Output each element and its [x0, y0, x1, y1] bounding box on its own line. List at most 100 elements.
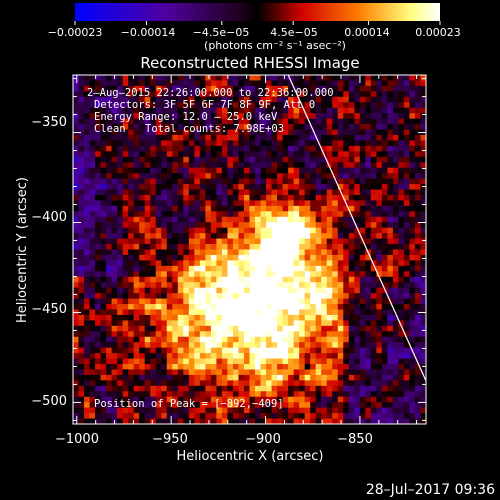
heatmap-pixel	[221, 336, 229, 343]
heatmap-pixel	[392, 244, 400, 251]
heatmap-pixel	[205, 194, 212, 202]
heatmap-pixel	[304, 233, 311, 240]
heatmap-pixel	[100, 396, 107, 403]
heatmap-pixel	[387, 304, 394, 311]
heatmap-pixel	[260, 276, 267, 283]
heatmap-pixel	[249, 260, 256, 267]
heatmap-pixel	[205, 167, 212, 174]
heatmap-pixel	[260, 342, 267, 349]
heatmap-pixel	[111, 325, 118, 332]
heatmap-pixel	[321, 129, 328, 136]
heatmap-pixel	[282, 385, 289, 392]
heatmap-pixel	[133, 353, 140, 360]
heatmap-pixel	[177, 75, 184, 82]
heatmap-pixel	[310, 418, 317, 424]
heatmap-pixel	[414, 145, 422, 152]
heatmap-pixel	[255, 407, 262, 414]
heatmap-pixel	[282, 85, 289, 92]
heatmap-pixel	[100, 358, 107, 365]
heatmap-pixel	[310, 287, 317, 294]
heatmap-pixel	[221, 75, 229, 82]
heatmap-pixel	[194, 391, 201, 398]
heatmap-pixel	[194, 385, 201, 392]
heatmap-pixel	[194, 167, 201, 174]
heatmap-pixel	[238, 369, 245, 376]
heatmap-pixel	[310, 113, 317, 120]
heatmap-pixel	[221, 244, 229, 251]
heatmap-pixel	[365, 265, 372, 272]
heatmap-pixel	[376, 418, 383, 424]
heatmap-pixel	[78, 331, 85, 338]
heatmap-pixel	[155, 194, 162, 202]
heatmap-pixel	[387, 222, 394, 229]
heatmap-pixel	[243, 96, 251, 103]
heatmap-pixel	[343, 336, 350, 343]
heatmap-pixel	[271, 145, 278, 152]
heatmap-pixel	[117, 293, 124, 300]
heatmap-pixel	[348, 156, 355, 163]
heatmap-pixel	[128, 91, 135, 98]
heatmap-pixel	[376, 287, 383, 294]
heatmap-pixel	[266, 140, 273, 147]
heatmap-pixel	[177, 380, 184, 387]
heatmap-pixel	[293, 156, 300, 163]
heatmap-pixel	[238, 85, 245, 92]
heatmap-pixel	[216, 413, 223, 420]
heatmap-pixel	[144, 254, 151, 261]
heatmap-pixel	[315, 336, 322, 343]
heatmap-pixel	[381, 407, 388, 414]
heatmap-pixel	[183, 205, 190, 212]
heatmap-pixel	[249, 402, 256, 409]
heatmap-pixel	[321, 118, 328, 125]
heatmap-pixel	[188, 293, 195, 300]
heatmap-pixel	[210, 134, 218, 142]
heatmap-pixel	[392, 407, 400, 414]
heatmap-pixel	[238, 156, 245, 163]
heatmap-pixel	[376, 167, 383, 174]
heatmap-pixel	[73, 304, 80, 311]
heatmap-pixel	[210, 293, 218, 300]
heatmap-pixel	[89, 205, 96, 212]
heatmap-pixel	[326, 184, 333, 191]
heatmap-pixel	[150, 134, 157, 142]
heatmap-pixel	[365, 353, 372, 360]
heatmap-pixel	[232, 145, 240, 152]
heatmap-pixel	[100, 249, 107, 256]
heatmap-pixel	[232, 140, 240, 147]
heatmap-pixel	[106, 369, 113, 376]
heatmap-pixel	[166, 314, 173, 321]
heatmap-pixel	[332, 156, 339, 163]
heatmap-pixel	[315, 129, 322, 136]
heatmap-pixel	[365, 407, 372, 414]
heatmap-pixel	[216, 222, 223, 229]
heatmap-pixel	[403, 80, 411, 87]
heatmap-pixel	[199, 189, 206, 196]
heatmap-pixel	[243, 391, 251, 398]
heatmap-pixel	[216, 178, 223, 185]
heatmap-pixel	[161, 194, 168, 202]
heatmap-pixel	[122, 211, 129, 218]
heatmap-pixel	[310, 227, 317, 234]
heatmap-pixel	[288, 96, 295, 103]
heatmap-pixel	[365, 162, 372, 169]
heatmap-pixel	[332, 358, 339, 365]
heatmap-pixel	[122, 233, 129, 240]
heatmap-pixel	[304, 364, 311, 371]
heatmap-pixel	[332, 178, 339, 185]
heatmap-pixel	[277, 293, 284, 300]
heatmap-pixel	[199, 402, 206, 409]
heatmap-pixel	[249, 244, 256, 251]
heatmap-pixel	[172, 342, 179, 349]
heatmap-pixel	[232, 173, 240, 180]
heatmap-pixel	[326, 140, 333, 147]
heatmap-pixel	[420, 96, 426, 103]
heatmap-pixel	[277, 391, 284, 398]
heatmap-pixel	[321, 380, 328, 387]
heatmap-pixel	[243, 282, 251, 289]
heatmap-pixel	[150, 413, 157, 420]
heatmap-pixel	[183, 124, 190, 131]
heatmap-pixel	[205, 200, 212, 207]
heatmap-pixel	[243, 336, 251, 343]
heatmap-pixel	[243, 244, 251, 251]
heatmap-pixel	[155, 287, 162, 294]
